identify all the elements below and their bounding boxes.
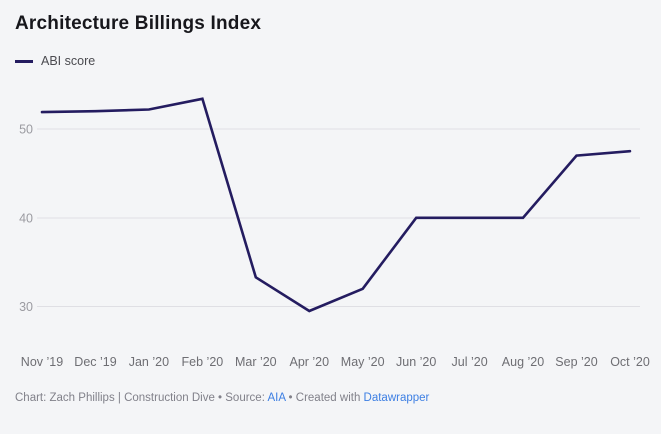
x-axis-tick-label: Oct ’20 <box>610 355 650 369</box>
source-link[interactable]: AIA <box>267 392 286 404</box>
y-axis-tick-label: 50 <box>19 123 33 137</box>
x-axis-tick-label: Mar ’20 <box>235 355 277 369</box>
legend-line-swatch <box>15 59 33 63</box>
x-axis-tick-label: Apr ’20 <box>289 355 329 369</box>
x-axis-tick-label: Jun ’20 <box>396 355 436 369</box>
x-axis-tick-label: Jul ’20 <box>452 355 488 369</box>
x-axis-tick-label: Jan ’20 <box>129 355 169 369</box>
footer-attribution: Chart: Zach Phillips | Construction Dive… <box>15 392 651 404</box>
abi-line-chart: 30 40 50 Nov ’19 Dec ’19 Jan ’20 Feb ’20 Mar ’2… <box>19 97 650 369</box>
abi-score-line <box>40 97 632 313</box>
footer-created-with-text: • Created with <box>285 392 364 404</box>
footer-credit-text: Chart: Zach Phillips | Construction Dive… <box>15 392 268 404</box>
x-axis-tick-label: Nov ’19 <box>21 355 63 369</box>
x-axis-tick-label: Aug ’20 <box>502 355 544 369</box>
datawrapper-link[interactable]: Datawrapper <box>363 392 430 404</box>
x-axis-tick-label: May ’20 <box>341 355 385 369</box>
x-axis-tick-label: Sep ’20 <box>555 355 597 369</box>
x-axis-tick-label: Feb ’20 <box>182 355 224 369</box>
y-axis-tick-label: 30 <box>19 300 33 314</box>
chart-title: Architecture Billings Index <box>15 13 262 34</box>
legend: ABI score <box>15 54 95 68</box>
y-axis-tick-label: 40 <box>19 211 33 225</box>
legend-item-label: ABI score <box>41 54 96 68</box>
x-axis-tick-label: Dec ’19 <box>74 355 116 369</box>
